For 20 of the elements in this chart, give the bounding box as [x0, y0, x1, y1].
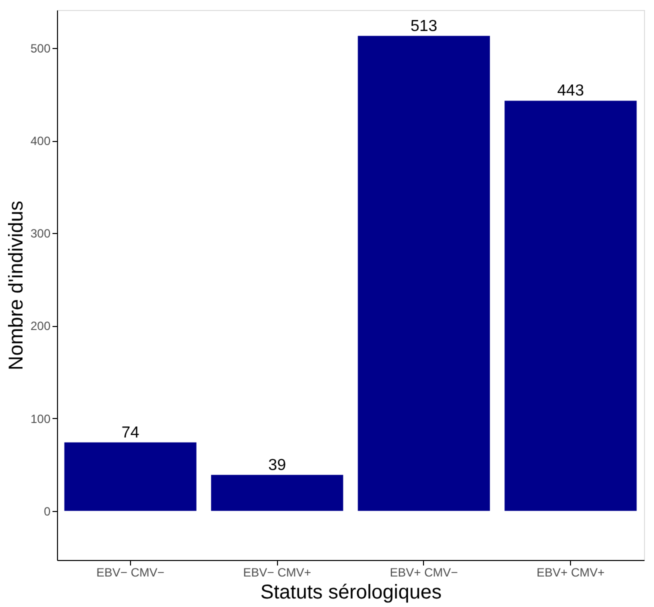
x-tick-label: EBV+ CMV− — [390, 566, 458, 580]
bar — [358, 36, 490, 511]
x-axis-title: Statuts sérologiques — [260, 582, 442, 604]
x-tick-label: EBV− CMV+ — [243, 566, 312, 580]
data-label: 74 — [121, 424, 140, 442]
y-tick-label: 0 — [44, 504, 51, 518]
bar — [64, 442, 196, 511]
data-label: 39 — [268, 456, 286, 474]
y-axis-title: Nombre d'individus — [5, 200, 28, 370]
y-tick-label: 500 — [30, 41, 51, 56]
y-tick-label: 200 — [30, 319, 51, 334]
x-tick-label: EBV+ CMV+ — [536, 566, 605, 580]
y-tick-label: 300 — [30, 226, 51, 241]
data-label: 513 — [410, 18, 438, 35]
data-label: 443 — [557, 82, 584, 100]
y-tick-label: 100 — [30, 412, 51, 426]
y-tick-label: 400 — [30, 134, 51, 148]
bar — [504, 100, 637, 511]
x-tick-label: EBV− CMV− — [96, 566, 164, 580]
bar — [211, 474, 344, 511]
